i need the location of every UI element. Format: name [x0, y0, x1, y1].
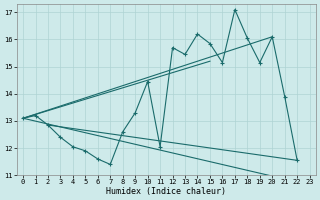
- X-axis label: Humidex (Indice chaleur): Humidex (Indice chaleur): [106, 187, 226, 196]
